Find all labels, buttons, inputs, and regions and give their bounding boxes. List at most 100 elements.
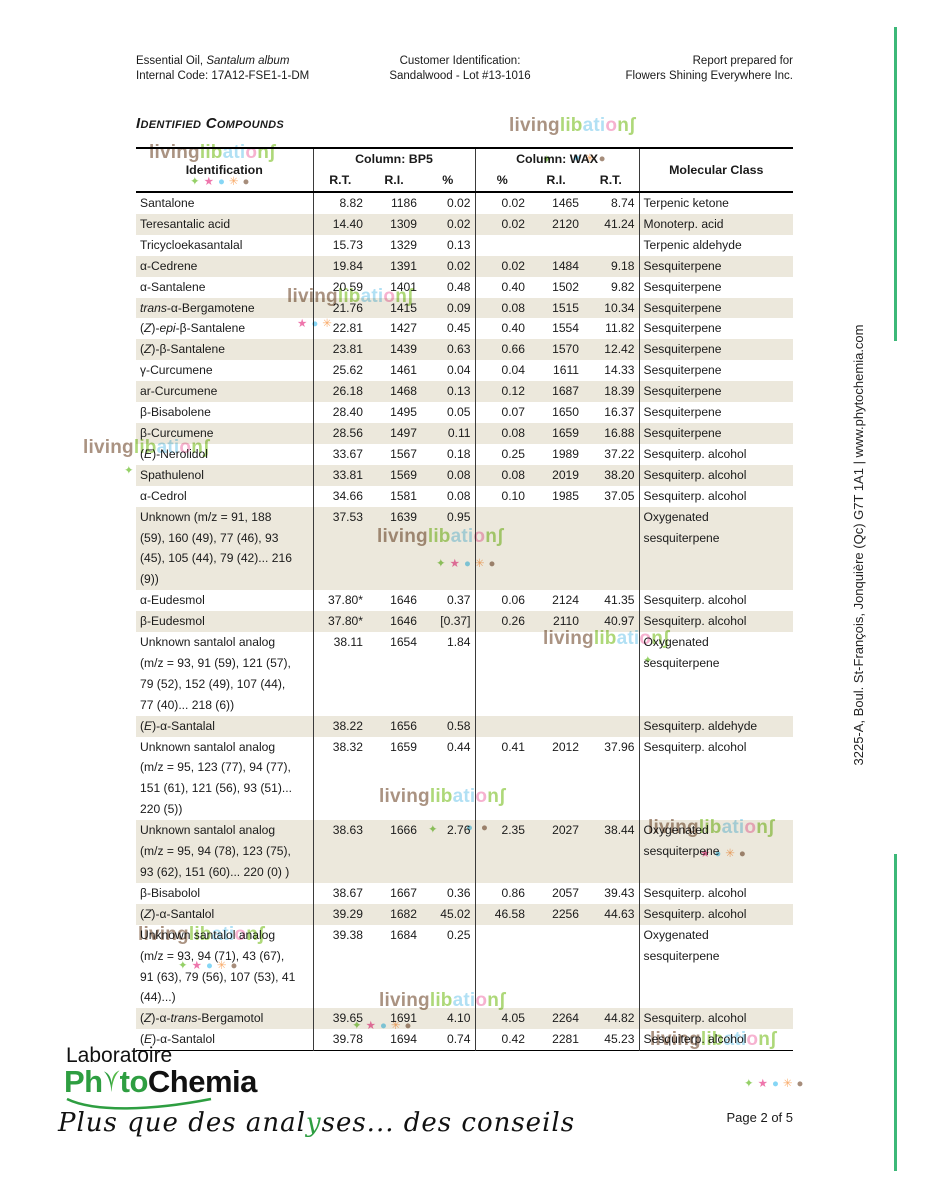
value-cell: 1468 [390, 384, 417, 399]
value-cell: 0.11 [421, 422, 476, 444]
value-cell: 41.24 [583, 213, 640, 235]
value-cell: 0.02 [421, 213, 476, 235]
value-cell: 44.63 [583, 903, 640, 925]
molecular-class-cell: Terpenic ketone [643, 196, 729, 210]
section-title: Identified Compounds [136, 115, 285, 132]
molecular-class-cell: Oxygenated sesquiterpene [643, 509, 720, 545]
value-cell: 37.53 [332, 509, 363, 524]
col-header-identification: Identification [136, 148, 314, 192]
value-cell: 1401 [390, 279, 417, 294]
table-row: Teresantalic acid 14.40 1309 0.02 0.02 2120 41… [136, 213, 794, 235]
value-cell: 0.26 [501, 614, 526, 629]
compound-name-cell: (Z)-β-Santalene [136, 339, 314, 361]
value-cell: 28.56 [332, 425, 363, 440]
value-cell: 8.74 [583, 192, 640, 214]
value-cell: 46.58 [494, 906, 526, 921]
molecular-class-cell: Sesquiterp. alcohol [643, 1032, 747, 1047]
molecular-class-cell: Sesquiterp. alcohol [643, 906, 747, 921]
value-cell: 12.42 [583, 339, 640, 361]
value-cell [529, 925, 583, 1009]
value-cell: 0.48 [421, 276, 476, 298]
molecular-class-cell: Sesquiterp. alcohol [643, 614, 747, 629]
value-cell: 0.42 [501, 1032, 526, 1047]
value-cell: 1554 [552, 321, 580, 336]
compound-name-cell: γ-Curcumene [136, 360, 314, 382]
value-cell: 2019 [552, 467, 580, 482]
table-row: α-Santalene 20.59 1401 0.48 0.40 1502 9.82 Sesq… [136, 276, 793, 298]
molecular-class-cell: Sesquiterpene [643, 363, 722, 378]
compound-name-cell: (E)-α-Santalal [136, 715, 314, 737]
molecular-class-cell: Oxygenated sesquiterpene [643, 927, 720, 963]
compound-name-cell: α-Eudesmol [136, 590, 314, 612]
value-cell: 1659 [390, 739, 417, 754]
value-cell: 39.38 [332, 927, 363, 942]
compound-name-cell: β-Bisabolol [136, 882, 314, 904]
value-cell: 2027 [552, 823, 580, 838]
value-cell: 0.45 [421, 318, 476, 340]
value-cell: 15.73 [332, 237, 363, 252]
value-cell: 1567 [390, 446, 417, 461]
slogan: Plus que des analyses... des conseils [58, 1108, 575, 1138]
logo-lab-text: Laboratoire [66, 1044, 173, 1067]
leaf-icon [103, 1066, 120, 1102]
value-cell: 1611 [553, 363, 580, 378]
table-row: β-Curcumene 28.56 1497 0.11 0.08 1659 16.88 Ses… [136, 422, 794, 444]
table-row: (Z)-epi-β-Santalene 22.81 1427 0.45 0.40 1554… [136, 318, 793, 340]
subheader-bp5-rt: R.T. [329, 173, 352, 187]
table-row: α-Eudesmol 37.80* 1646 0.37 0.06 2124 41.35 Ses… [136, 590, 793, 612]
molecular-class-cell: Sesquiterp. alcohol [643, 446, 747, 461]
value-cell: 16.88 [583, 422, 640, 444]
value-cell: 2264 [552, 1011, 580, 1026]
table-row: α-Cedrene 19.84 1391 0.02 0.02 1484 9.18 Sesqui… [136, 255, 794, 277]
value-cell: 0.02 [501, 196, 526, 210]
compound-name-cell: trans-α-Bergamotene [136, 297, 314, 319]
molecular-class-cell: Terpenic aldehyde [643, 237, 742, 252]
value-cell: 1650 [552, 405, 580, 420]
value-cell: 44.82 [583, 1008, 640, 1030]
table-row: Unknown (m/z = 91, 188 (59), 160 (49), 7… [136, 506, 794, 591]
table-row: (Z)-α-trans-Bergamotol 39.65 1691 4.10 4.05 2… [136, 1008, 794, 1030]
value-cell: 40.97 [583, 611, 640, 633]
value-cell [475, 235, 529, 256]
value-cell [475, 716, 529, 737]
value-cell: 1989 [552, 446, 580, 461]
value-cell: 0.08 [421, 485, 476, 507]
value-cell: 1694 [390, 1032, 417, 1047]
value-cell: 1461 [390, 363, 417, 378]
compound-name-cell: α-Cedrol [136, 485, 314, 507]
value-cell: 0.02 [501, 216, 526, 231]
compound-name-cell: β-Eudesmol [136, 611, 314, 633]
col-group-bp5: Column: BP5 [313, 148, 476, 170]
table-row: Unknown santalol analog (m/z = 93, 91 (5… [136, 632, 793, 716]
value-cell [529, 507, 583, 591]
value-cell: 1667 [390, 885, 417, 900]
value-cell: 1.84 [421, 632, 476, 716]
value-cell: 34.66 [332, 488, 363, 503]
prepared-for-label: Report prepared for [692, 55, 793, 67]
value-cell: 39.78 [332, 1032, 363, 1047]
value-cell: 1656 [390, 718, 417, 733]
table-row: β-Bisabolene 28.40 1495 0.05 0.07 1650 16.37 Se… [136, 402, 793, 423]
value-cell: 1691 [390, 1011, 417, 1026]
value-cell: 4.05 [501, 1011, 526, 1026]
value-cell: 1570 [552, 342, 580, 357]
compound-name-cell: Tricycloekasantalal [136, 234, 314, 256]
slogan-pre: Plus que des anal [58, 1108, 306, 1138]
molecular-class-cell: Sesquiterpene [643, 425, 722, 440]
value-cell: [0.37] [421, 611, 476, 633]
subheader-bp5-pct: % [421, 170, 476, 192]
value-cell: 1581 [390, 488, 417, 503]
value-cell: 0.07 [501, 405, 526, 420]
compound-name-cell: (Z)-α-trans-Bergamotol [136, 1008, 314, 1030]
table-row: Tricycloekasantalal 15.73 1329 0.13 Terpenic… [136, 234, 793, 256]
value-cell: 18.39 [583, 381, 640, 403]
compound-name-cell: (E)-Nerolidol [136, 443, 314, 465]
value-cell [475, 632, 529, 716]
table-row: (E)-Nerolidol 33.67 1567 0.18 0.25 1989 37.22 S… [136, 443, 793, 465]
address-vertical-text: 3225-A, Boul. St-François, Jonquière (Qc… [851, 324, 866, 766]
value-cell: 0.08 [501, 425, 526, 440]
table-row: (E)-α-Santalol 39.78 1694 0.74 0.42 2281 45.23… [136, 1029, 793, 1051]
value-cell [583, 506, 640, 591]
value-cell: 23.81 [332, 342, 363, 357]
value-cell: 9.18 [583, 255, 640, 277]
